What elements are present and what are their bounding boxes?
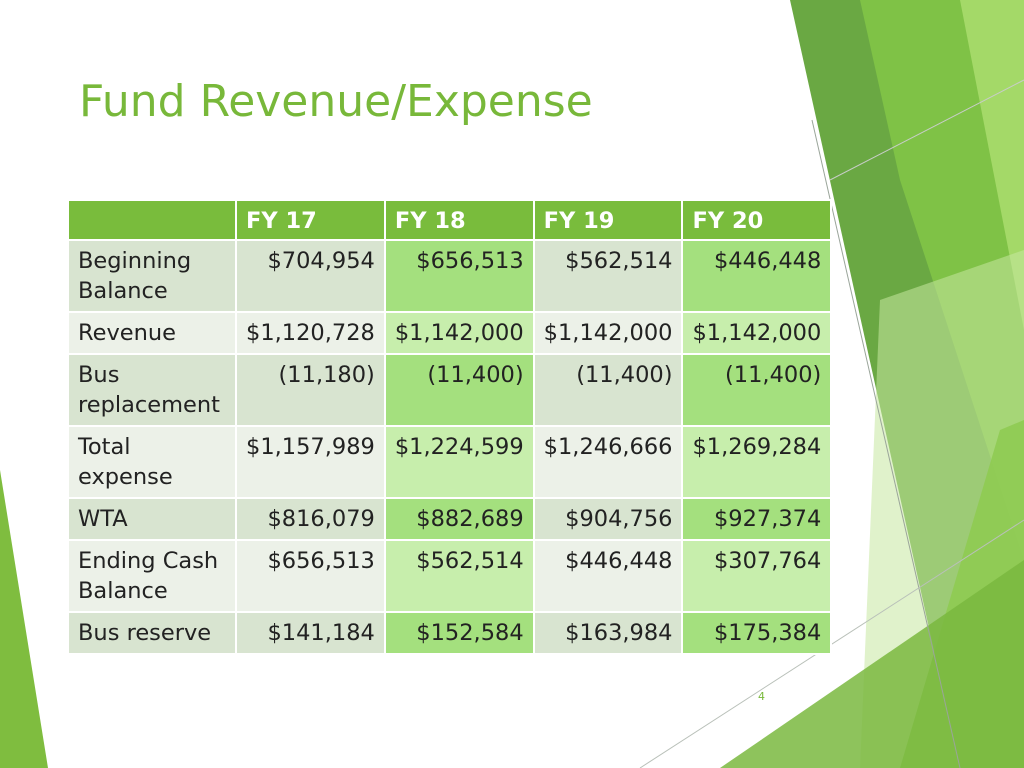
table-cell: $152,584 (383, 611, 535, 655)
table-row: Bus reserve $141,184 $152,584 $163,984 $… (67, 611, 833, 655)
table-cell: (11,400) (383, 353, 535, 427)
table-cell: $704,954 (235, 239, 386, 313)
page-number: 4 (758, 690, 765, 703)
table-header-row: FY 17 FY 18 FY 19 FY 20 (67, 199, 833, 241)
table-row: Ending Cash Balance $656,513 $562,514 $4… (67, 539, 833, 613)
table-row: WTA $816,079 $882,689 $904,756 $927,374 (67, 497, 833, 541)
table-cell: $446,448 (532, 539, 684, 613)
table-header-cell: FY 17 (235, 199, 386, 241)
fund-table: FY 17 FY 18 FY 19 FY 20 Beginning Balanc… (67, 199, 833, 655)
table-cell: $141,184 (235, 611, 386, 655)
table-cell: $1,142,000 (681, 311, 833, 355)
table-cell: $1,224,599 (383, 425, 535, 499)
table-cell: $562,514 (532, 239, 684, 313)
table-cell: $1,142,000 (532, 311, 684, 355)
table-cell: $1,120,728 (235, 311, 386, 355)
table-header-cell (67, 199, 237, 241)
table-cell: $816,079 (235, 497, 386, 541)
table-cell: $446,448 (681, 239, 833, 313)
table-row: Beginning Balance $704,954 $656,513 $562… (67, 239, 833, 313)
table-cell: $1,142,000 (383, 311, 535, 355)
table-cell: $656,513 (235, 539, 386, 613)
table-cell: $562,514 (383, 539, 535, 613)
deco-line-1 (811, 119, 961, 768)
deco-left-sliver (0, 470, 48, 768)
row-label: Revenue (67, 311, 237, 355)
row-label: WTA (67, 497, 237, 541)
table-row: Total expense $1,157,989 $1,224,599 $1,2… (67, 425, 833, 499)
row-label: Beginning Balance (67, 239, 237, 313)
table-cell: (11,180) (235, 353, 386, 427)
table-header-cell: FY 19 (532, 199, 684, 241)
table-cell: $927,374 (681, 497, 833, 541)
table-cell: $1,269,284 (681, 425, 833, 499)
table-cell: (11,400) (681, 353, 833, 427)
row-label: Ending Cash Balance (67, 539, 237, 613)
table-cell: $307,764 (681, 539, 833, 613)
table-cell: (11,400) (532, 353, 684, 427)
table-cell: $1,157,989 (235, 425, 386, 499)
table-cell: $1,246,666 (532, 425, 684, 499)
table-cell: $882,689 (383, 497, 535, 541)
row-label: Bus replacement (67, 353, 237, 427)
deco-right-light-facet (960, 0, 1024, 330)
table-row: Bus replacement (11,180) (11,400) (11,40… (67, 353, 833, 427)
table-cell: $163,984 (532, 611, 684, 655)
slide-title: Fund Revenue/Expense (79, 76, 593, 127)
table-header-cell: FY 18 (383, 199, 535, 241)
table-cell: $904,756 (532, 497, 684, 541)
deco-line-3 (829, 79, 1024, 181)
table-cell: $175,384 (681, 611, 833, 655)
row-label: Total expense (67, 425, 237, 499)
table-header-cell: FY 20 (681, 199, 833, 241)
row-label: Bus reserve (67, 611, 237, 655)
deco-line-2 (639, 519, 1024, 768)
table-row: Revenue $1,120,728 $1,142,000 $1,142,000… (67, 311, 833, 355)
table-cell: $656,513 (383, 239, 535, 313)
